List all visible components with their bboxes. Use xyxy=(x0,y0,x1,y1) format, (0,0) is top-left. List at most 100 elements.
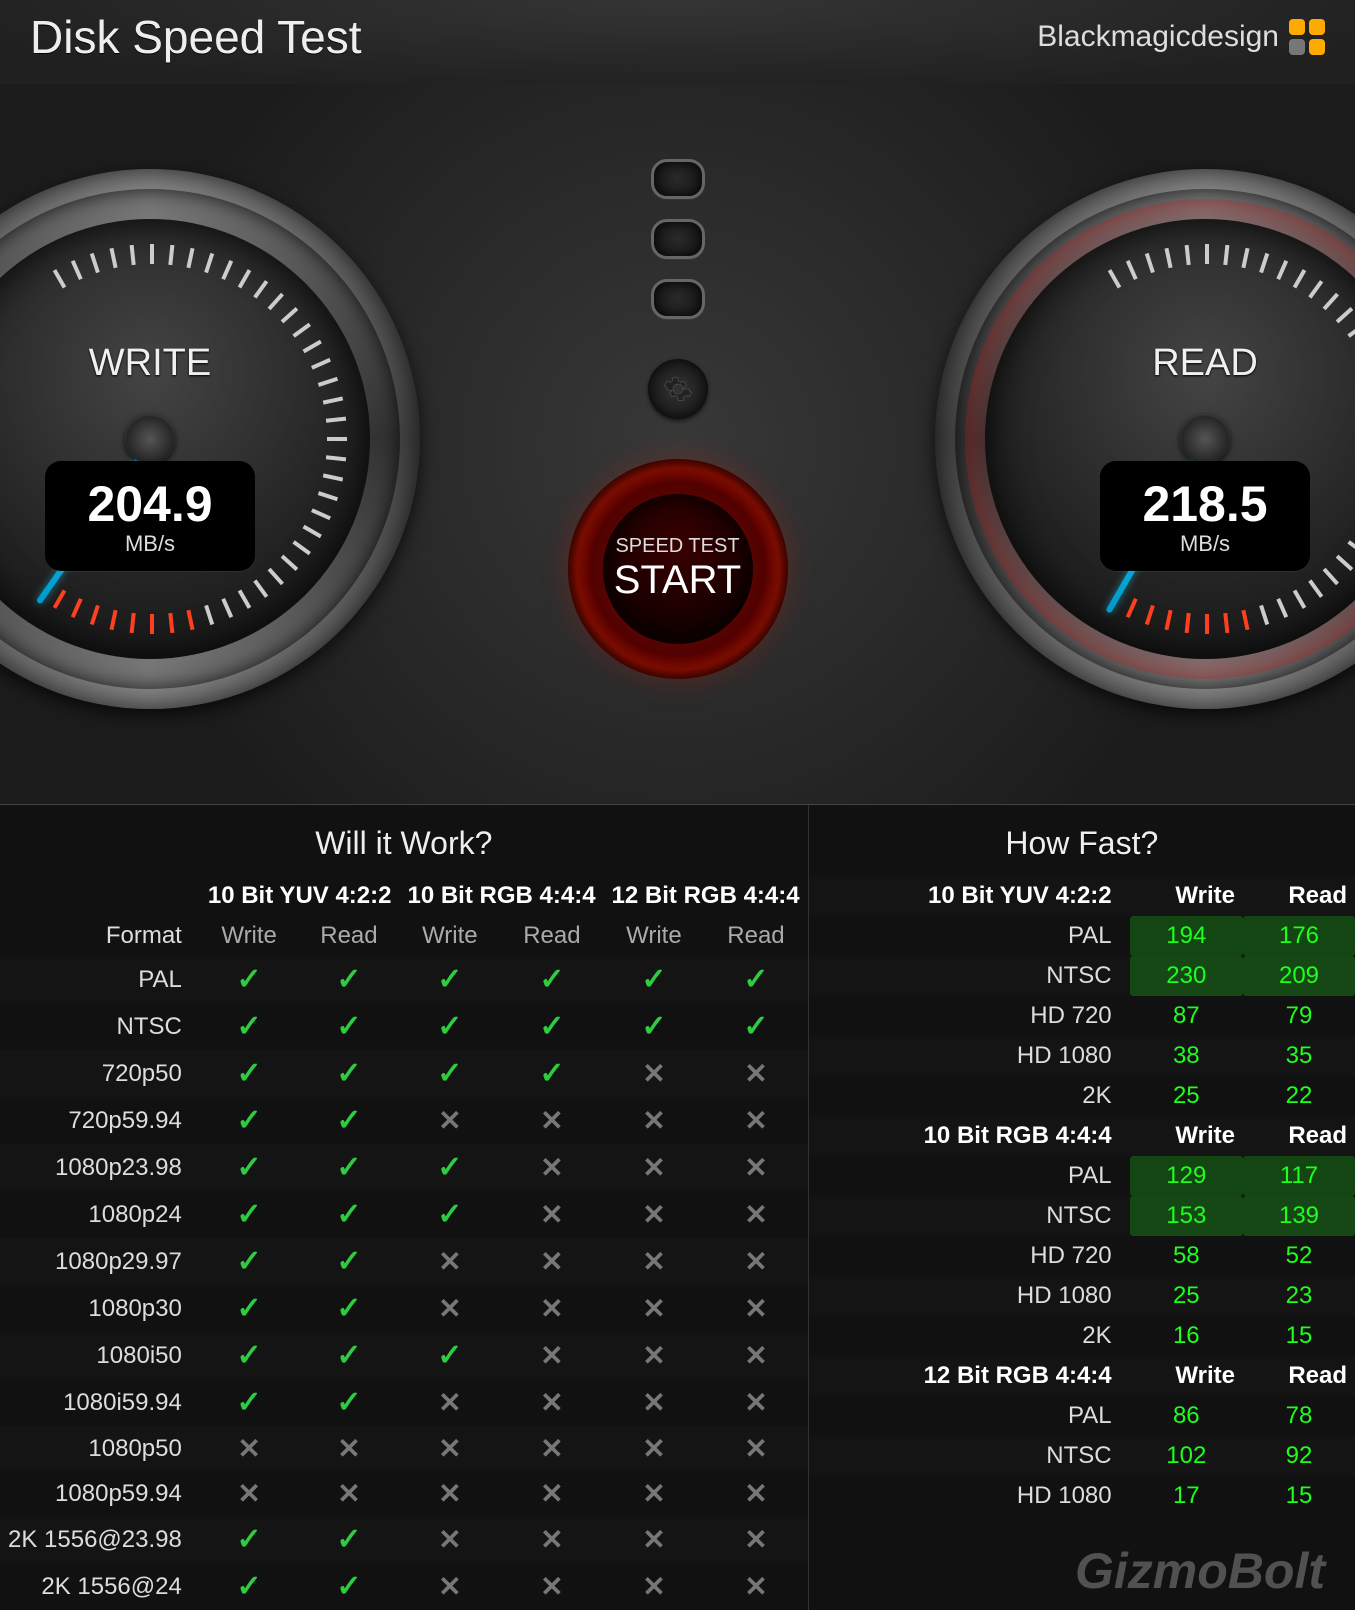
hf-read-value: 15 xyxy=(1243,1476,1355,1516)
hf-row-label: 2K xyxy=(809,1316,1130,1356)
hf-row-label: PAL xyxy=(809,916,1130,956)
start-sublabel: SPEED TEST xyxy=(615,535,739,558)
hf-row-label: 2K xyxy=(809,1076,1130,1116)
wiw-subheader: Read xyxy=(500,916,603,956)
x-icon: ✕ xyxy=(399,1516,500,1563)
x-icon: ✕ xyxy=(704,1426,807,1471)
start-label: START xyxy=(614,558,741,603)
check-icon: ✓ xyxy=(298,1516,399,1563)
check-icon: ✓ xyxy=(604,956,705,1003)
x-icon: ✕ xyxy=(500,1563,603,1610)
wiw-group-header: 10 Bit RGB 4:4:4 xyxy=(399,876,603,916)
hf-write-value: 17 xyxy=(1130,1476,1243,1516)
x-icon: ✕ xyxy=(200,1471,299,1516)
hf-read-value: 52 xyxy=(1243,1236,1355,1276)
table-row: NTSC✓✓✓✓✓✓ xyxy=(0,1003,808,1050)
table-row: 720p50✓✓✓✓✕✕ xyxy=(0,1050,808,1097)
hf-write-value: 58 xyxy=(1130,1236,1243,1276)
write-unit: MB/s xyxy=(125,531,175,557)
check-icon: ✓ xyxy=(399,1332,500,1379)
brand-logo-icon xyxy=(1289,19,1325,55)
x-icon: ✕ xyxy=(704,1379,807,1426)
x-icon: ✕ xyxy=(500,1097,603,1144)
hf-row-label: HD 720 xyxy=(809,1236,1130,1276)
hf-section-name: 10 Bit YUV 4:2:2 xyxy=(809,876,1130,916)
table-row: 2K 16 15 xyxy=(809,1316,1355,1356)
hf-table: 10 Bit YUV 4:2:2 Write Read PAL 194 176 … xyxy=(809,876,1355,1516)
table-row: HD 720 87 79 xyxy=(809,996,1355,1036)
settings-button[interactable] xyxy=(648,359,708,419)
table-row: 1080p50✕✕✕✕✕✕ xyxy=(0,1426,808,1471)
check-icon: ✓ xyxy=(298,1050,399,1097)
read-label: READ xyxy=(985,342,1355,385)
x-icon: ✕ xyxy=(604,1332,705,1379)
check-icon: ✓ xyxy=(298,1379,399,1426)
write-label: WRITE xyxy=(0,342,370,385)
hf-section-name: 12 Bit RGB 4:4:4 xyxy=(809,1356,1130,1396)
x-icon: ✕ xyxy=(399,1285,500,1332)
hf-sub-write: Write xyxy=(1130,1356,1243,1396)
brand: Blackmagicdesign xyxy=(1037,19,1325,55)
table-row: PAL✓✓✓✓✓✓ xyxy=(0,956,808,1003)
start-button[interactable]: SPEED TEST START xyxy=(568,459,788,679)
hf-read-value: 92 xyxy=(1243,1436,1355,1476)
check-icon: ✓ xyxy=(200,1563,299,1610)
x-icon: ✕ xyxy=(500,1426,603,1471)
read-lcd: 218.5 MB/s xyxy=(1100,461,1310,571)
hf-row-label: NTSC xyxy=(809,956,1130,996)
wiw-subheader: Read xyxy=(298,916,399,956)
wiw-subheader: Write xyxy=(604,916,705,956)
table-row: 1080p23.98✓✓✓✕✕✕ xyxy=(0,1144,808,1191)
hf-sub-read: Read xyxy=(1243,876,1355,916)
x-icon: ✕ xyxy=(704,1191,807,1238)
hf-row-label: PAL xyxy=(809,1156,1130,1196)
wiw-row-label: 2K 1556@23.98 xyxy=(0,1516,200,1563)
tables-panel: Will it Work? 10 Bit YUV 4:2:2 10 Bit RGB… xyxy=(0,804,1355,1610)
check-icon: ✓ xyxy=(399,1144,500,1191)
hf-row-label: NTSC xyxy=(809,1196,1130,1236)
read-unit: MB/s xyxy=(1180,531,1230,557)
check-icon: ✓ xyxy=(704,956,807,1003)
wiw-subheader: Read xyxy=(704,916,807,956)
hf-section-header: 10 Bit RGB 4:4:4 Write Read xyxy=(809,1116,1355,1156)
x-icon: ✕ xyxy=(500,1191,603,1238)
hf-read-value: 209 xyxy=(1243,956,1355,996)
table-row: HD 1080 17 15 xyxy=(809,1476,1355,1516)
how-fast-panel: How Fast? 10 Bit YUV 4:2:2 Write Read PA… xyxy=(809,805,1355,1610)
x-icon: ✕ xyxy=(399,1426,500,1471)
write-lcd: 204.9 MB/s xyxy=(45,461,255,571)
wiw-row-label: 1080i59.94 xyxy=(0,1379,200,1426)
hf-read-value: 35 xyxy=(1243,1036,1355,1076)
x-icon: ✕ xyxy=(399,1563,500,1610)
write-value: 204.9 xyxy=(87,475,212,533)
check-icon: ✓ xyxy=(500,1050,603,1097)
check-icon: ✓ xyxy=(500,956,603,1003)
check-icon: ✓ xyxy=(298,1191,399,1238)
table-row: PAL 194 176 xyxy=(809,916,1355,956)
hf-row-label: HD 720 xyxy=(809,996,1130,1036)
write-ticks xyxy=(0,219,370,659)
x-icon: ✕ xyxy=(500,1332,603,1379)
read-dial: READ 218.5 MB/s xyxy=(985,219,1355,659)
wiw-title: Will it Work? xyxy=(0,805,808,876)
hf-read-value: 176 xyxy=(1243,916,1355,956)
x-icon: ✕ xyxy=(500,1379,603,1426)
x-icon: ✕ xyxy=(399,1471,500,1516)
x-icon: ✕ xyxy=(399,1097,500,1144)
traffic-light-mid xyxy=(651,219,705,259)
hf-section-header: 12 Bit RGB 4:4:4 Write Read xyxy=(809,1356,1355,1396)
x-icon: ✕ xyxy=(604,1426,705,1471)
hf-write-value: 194 xyxy=(1130,916,1243,956)
x-icon: ✕ xyxy=(704,1097,807,1144)
x-icon: ✕ xyxy=(500,1471,603,1516)
hf-write-value: 230 xyxy=(1130,956,1243,996)
x-icon: ✕ xyxy=(399,1379,500,1426)
hf-sub-read: Read xyxy=(1243,1116,1355,1156)
hf-read-value: 78 xyxy=(1243,1396,1355,1436)
x-icon: ✕ xyxy=(704,1516,807,1563)
will-it-work-panel: Will it Work? 10 Bit YUV 4:2:210 Bit RGB… xyxy=(0,805,809,1610)
x-icon: ✕ xyxy=(704,1563,807,1610)
table-row: NTSC 230 209 xyxy=(809,956,1355,996)
wiw-row-label: NTSC xyxy=(0,1003,200,1050)
hf-read-value: 117 xyxy=(1243,1156,1355,1196)
